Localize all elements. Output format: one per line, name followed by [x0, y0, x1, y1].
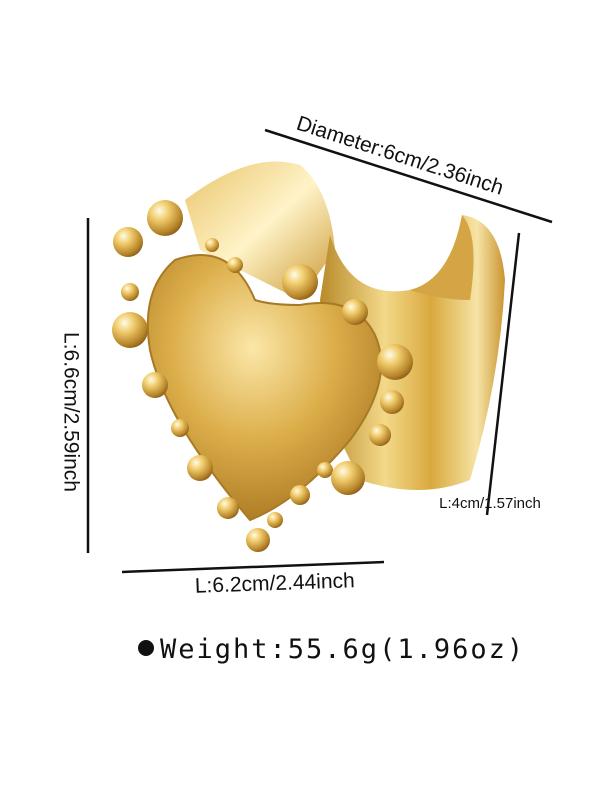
heart — [146, 254, 383, 522]
width-line — [121, 560, 385, 574]
cuff-width-line — [485, 232, 521, 516]
height-label: L:6.6cm/2.59inch — [59, 332, 82, 492]
width-label: L:6.2cm/2.44inch — [194, 569, 355, 598]
cuff-width-label: L:4cm/1.57inch — [439, 495, 541, 512]
bullet — [138, 640, 154, 656]
beads — [112, 200, 413, 552]
diameter-label: Diameter:6cm/2.36inch — [294, 112, 507, 200]
weight-label: Weight:55.6g(1.96oz) — [160, 634, 525, 665]
diameter-line — [264, 128, 553, 224]
